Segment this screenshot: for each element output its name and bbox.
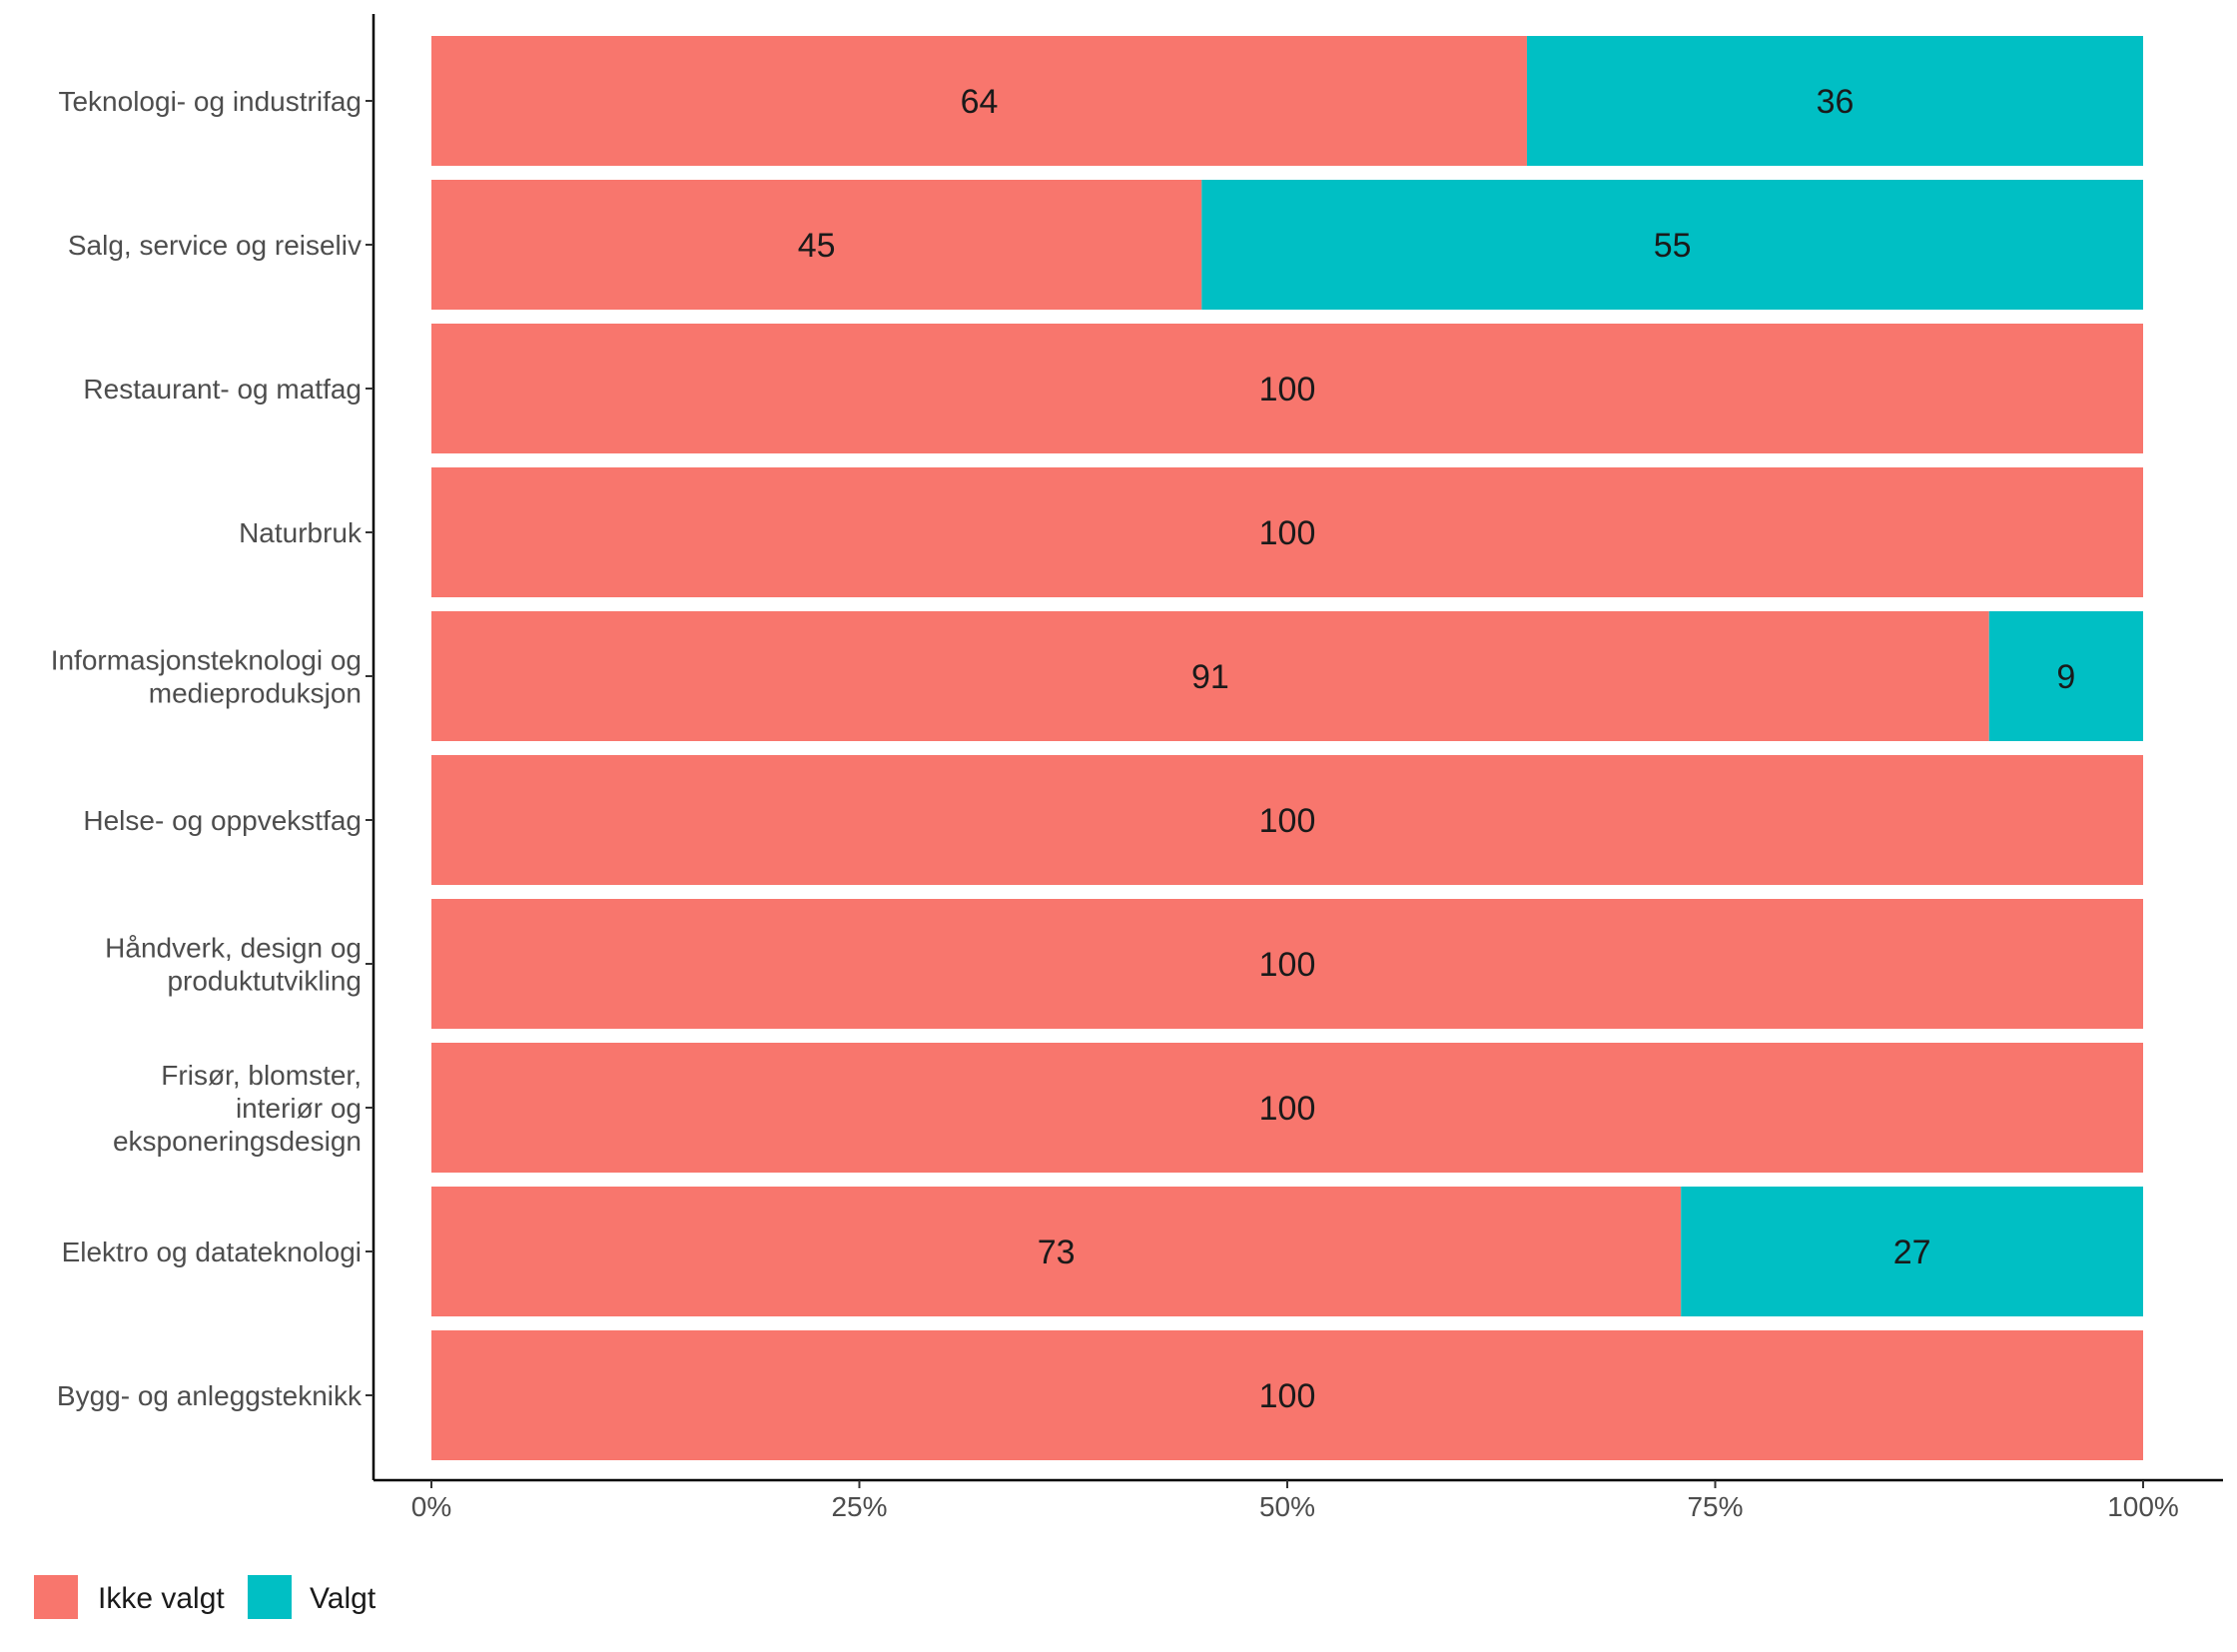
bar-ikke-valgt-2 [431,324,2143,453]
legend-label: Valgt [310,1582,376,1615]
legend-swatch-ikke-valgt [34,1575,78,1619]
axes-group [366,14,2223,1488]
bar-ikke-valgt-6 [431,899,2143,1029]
data-label: 9 [2056,658,2075,696]
x-tick-label: 75% [1687,1491,1743,1522]
category-label: Frisør, blomster, interiør og eksponerings… [113,1060,362,1157]
data-label: 100 [1259,1090,1316,1128]
bar-ikke-valgt-4 [431,611,1989,741]
category-label: Bygg- og anleggsteknikk [57,1380,363,1411]
bars-group [431,36,2143,1460]
data-label: 55 [1654,227,1692,265]
data-label: 100 [1259,802,1316,840]
bar-ikke-valgt-7 [431,1043,2143,1173]
category-label: Informasjonsteknologi og medieproduksjon [51,645,362,709]
category-label: Helse- og oppvekstfag [83,805,362,836]
category-label: Restaurant- og matfag [83,374,362,405]
data-label: 45 [798,227,836,265]
bar-ikke-valgt-1 [431,180,1202,310]
bar-valgt-8 [1681,1187,2143,1316]
legend: Ikke valgt Valgt [34,1575,376,1619]
legend-label: Ikke valgt [98,1582,225,1615]
data-label: 36 [1817,83,1855,121]
legend-swatch-valgt [248,1575,292,1619]
bar-ikke-valgt-0 [431,36,1527,166]
bar-ikke-valgt-8 [431,1187,1682,1316]
data-label: 91 [1191,658,1229,696]
data-label: 27 [1893,1234,1931,1271]
x-tick-labels-group: 0% 25% 50% 75% 100% [411,1491,2179,1522]
bar-ikke-valgt-9 [431,1330,2143,1460]
data-label: 100 [1259,946,1316,984]
category-labels-group: Teknologi- og industrifag Salg, service o… [51,86,363,1411]
x-tick-label: 25% [831,1491,887,1522]
x-tick-label: 0% [411,1491,451,1522]
x-tick-label: 100% [2107,1491,2179,1522]
bar-valgt-0 [1526,36,2143,166]
category-label: Håndverk, design og produktutvikling [105,933,362,997]
category-label: Naturbruk [239,517,363,548]
data-label: 73 [1038,1234,1076,1271]
bar-ikke-valgt-5 [431,755,2143,885]
category-label: Elektro og datateknologi [62,1237,362,1267]
data-label: 100 [1259,514,1316,552]
data-label: 64 [961,83,999,121]
data-label: 100 [1259,1377,1316,1415]
category-label: Salg, service og reiseliv [68,230,362,261]
bar-valgt-1 [1201,180,2143,310]
data-label: 100 [1259,371,1316,409]
data-labels-group: 64 36 45 55 100 100 91 9 100 100 100 73 27 100 [798,83,2076,1415]
bar-valgt-4 [1988,611,2143,741]
bar-ikke-valgt-3 [431,467,2143,597]
category-label: Teknologi- og industrifag [58,86,362,117]
x-tick-label: 50% [1259,1491,1315,1522]
